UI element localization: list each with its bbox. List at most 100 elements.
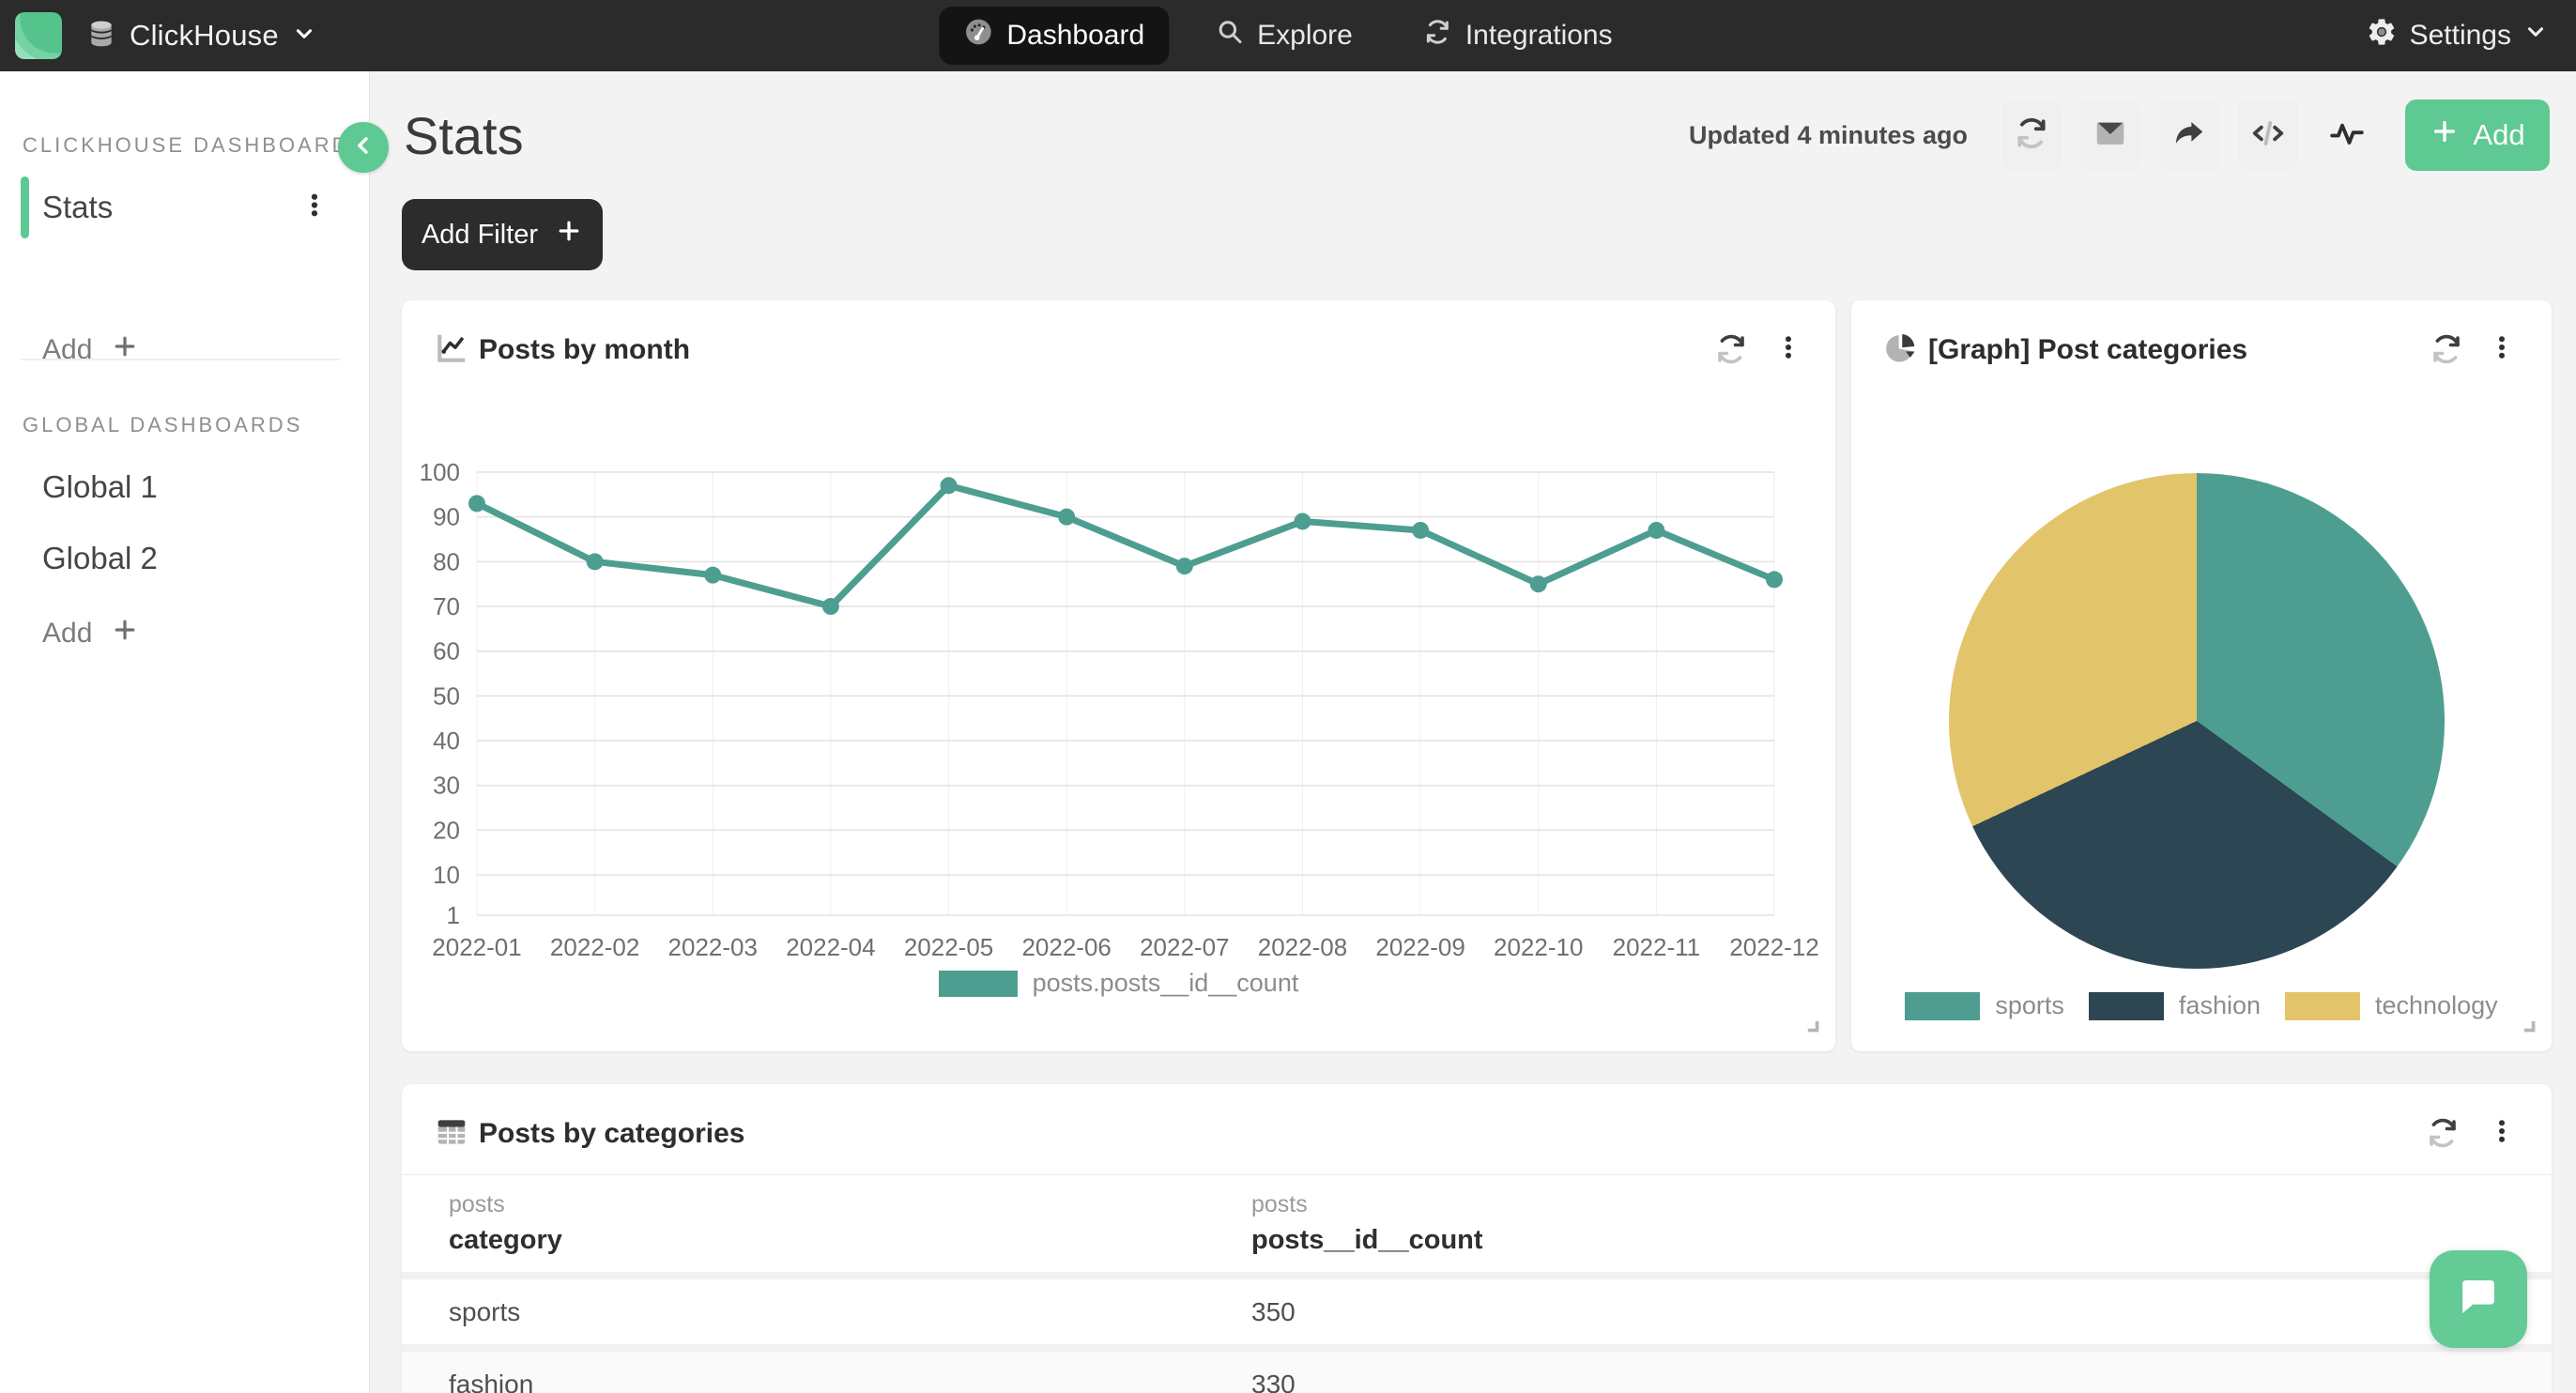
dashboard-actions: Updated 4 minutes ago [1689,100,2550,171]
add-label: Add [42,334,93,365]
svg-text:60: 60 [433,637,460,666]
refresh-icon[interactable] [2430,332,2463,371]
card-header: Posts by categories [402,1084,2552,1178]
svg-text:2022-07: 2022-07 [1140,933,1229,961]
refresh-button[interactable] [2001,100,2062,170]
add-chart-button[interactable]: Add [2405,100,2550,171]
card-title: Posts by categories [479,1118,745,1149]
sidebar-item-label: Stats [42,190,114,224]
plus-icon [111,332,139,368]
legend-item[interactable]: sports [1905,991,2064,1020]
svg-text:2022-01: 2022-01 [432,933,521,961]
pie-chart-legend: sports fashion technology [1851,991,2552,1020]
card-posts-by-categories: Posts by categories posts category posts… [402,1084,2552,1393]
active-indicator [21,176,29,238]
kebab-menu-icon[interactable] [300,190,329,226]
add-filter-button[interactable]: Add Filter [402,199,603,270]
column-header[interactable]: posts__id__count [1251,1225,1483,1255]
divider [402,1174,2552,1175]
add-button-label: Add [2473,118,2525,151]
resize-handle[interactable] [1798,1011,1822,1040]
settings-menu[interactable]: Settings [2366,0,2548,71]
settings-label: Settings [2409,20,2511,51]
workspace-switcher[interactable]: ClickHouse [86,0,316,71]
legend-label: technology [2375,991,2498,1019]
legend-swatch [2285,991,2360,1020]
legend-label: fashion [2178,991,2261,1019]
cell-count: 330 [1251,1369,1296,1393]
card-post-categories-graph: [Graph] Post categories sports fashion tec… [1851,300,2552,1051]
pie-chart-icon [1883,330,1919,371]
card-title: [Graph] Post categories [1928,334,2248,365]
table-icon [434,1114,469,1155]
svg-text:50: 50 [433,681,460,710]
svg-text:20: 20 [433,816,460,844]
column-header[interactable]: category [449,1225,562,1255]
sidebar-item-stats[interactable]: Stats [0,173,370,242]
sidebar: CLICKHOUSE DASHBOARDS Stats Add GLOBAL D… [0,71,370,1393]
activity-button[interactable] [2317,100,2377,170]
svg-text:2022-12: 2022-12 [1729,933,1818,961]
share-button[interactable] [2159,100,2219,170]
pulse-icon [2328,115,2366,157]
svg-text:2022-06: 2022-06 [1021,933,1111,961]
chat-widget-button[interactable] [2430,1250,2527,1348]
sidebar-collapse-button[interactable] [338,122,389,173]
refresh-icon[interactable] [1714,332,1748,371]
svg-text:40: 40 [433,727,460,755]
app-logo[interactable] [15,12,62,59]
plus-icon [555,217,583,253]
sidebar-item-label: Global 2 [42,541,158,575]
add-label: Add [42,618,93,649]
kebab-menu-icon[interactable] [1774,330,1802,364]
divider [402,1272,2552,1279]
cell-category: fashion [449,1369,534,1393]
line-chart[interactable]: 100 90 80 70 60 50 40 30 20 10 1 2022-01 2022-02 2022… [402,406,1835,969]
top-nav: ClickHouse Dashboard Explore [0,0,2576,71]
plus-icon [2430,116,2460,154]
refresh-icon[interactable] [2426,1116,2460,1155]
column-group-label: posts [449,1191,505,1217]
cell-count: 350 [1251,1296,1296,1326]
tab-dashboard[interactable]: Dashboard [939,7,1170,65]
legend-label: posts.posts__id__count [1032,969,1299,997]
add-filter-label: Add Filter [421,219,539,250]
search-icon [1216,18,1244,54]
legend-swatch [938,970,1018,997]
tab-label: Explore [1257,20,1353,51]
tab-integrations[interactable]: Integrations [1400,7,1637,65]
legend-swatch [1905,991,1981,1020]
sidebar-add-dashboard[interactable]: Add [42,332,139,368]
code-icon [2250,115,2286,156]
mail-icon [2093,115,2128,156]
svg-text:70: 70 [433,592,460,620]
page-title: Stats [404,106,524,165]
legend-label: sports [1995,991,2064,1019]
embed-code-button[interactable] [2238,100,2298,170]
svg-text:2022-05: 2022-05 [904,933,993,961]
kebab-menu-icon[interactable] [2488,1114,2516,1148]
column-group-label: posts [1251,1191,1308,1217]
svg-text:1: 1 [447,901,460,929]
pie-chart[interactable] [1949,473,2445,969]
tab-explore[interactable]: Explore [1191,7,1377,65]
email-report-button[interactable] [2080,100,2140,170]
sidebar-add-global-dashboard[interactable]: Add [42,616,139,651]
chevron-down-icon [292,22,316,51]
sidebar-item-label: Global 1 [42,469,158,504]
sidebar-item-global-1[interactable]: Global 1 [0,452,370,522]
svg-text:100: 100 [420,458,460,486]
kebab-menu-icon[interactable] [2488,330,2516,364]
database-icon [86,19,116,54]
resize-handle[interactable] [2514,1011,2538,1040]
table-row: fashion 330 [402,1352,2552,1393]
legend-item[interactable]: technology [2285,991,2498,1020]
updated-timestamp: Updated 4 minutes ago [1688,120,1968,149]
svg-text:30: 30 [433,772,460,800]
legend-item[interactable]: fashion [2088,991,2261,1020]
sidebar-item-global-2[interactable]: Global 2 [0,524,370,593]
card-header: [Graph] Post categories [1851,300,2552,394]
svg-text:2022-04: 2022-04 [786,933,875,961]
chat-bubble-icon [2453,1272,2504,1327]
